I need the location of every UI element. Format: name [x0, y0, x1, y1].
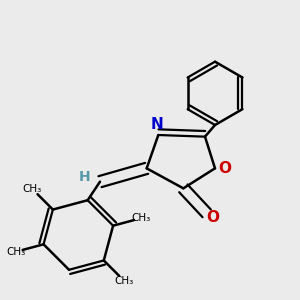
- Text: CH₃: CH₃: [131, 213, 151, 223]
- Text: CH₃: CH₃: [23, 184, 42, 194]
- Text: H: H: [79, 170, 91, 184]
- Text: N: N: [151, 117, 164, 132]
- Text: O: O: [206, 210, 219, 225]
- Text: CH₃: CH₃: [6, 247, 25, 257]
- Text: CH₃: CH₃: [115, 276, 134, 286]
- Text: O: O: [218, 161, 231, 176]
